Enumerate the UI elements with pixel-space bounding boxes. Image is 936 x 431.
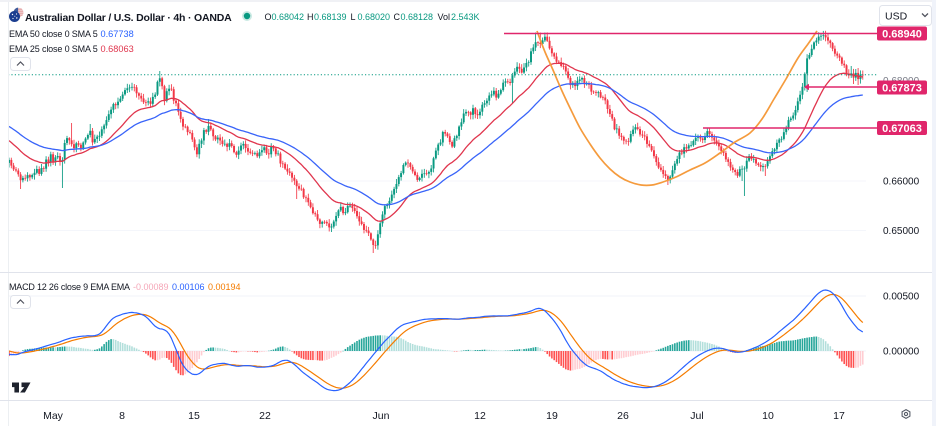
svg-text:MACD 12 26 close 9 EMA EMA: MACD 12 26 close 9 EMA EMA [9, 282, 130, 292]
svg-text:26: 26 [617, 410, 629, 422]
svg-text:0.68063: 0.68063 [101, 44, 134, 54]
svg-text:Jun: Jun [373, 410, 390, 422]
svg-text:-0.00089: -0.00089 [133, 282, 169, 292]
svg-text:0.68020: 0.68020 [358, 12, 391, 22]
svg-text:O: O [265, 12, 272, 22]
svg-text:15: 15 [188, 410, 200, 422]
svg-text:17: 17 [833, 410, 845, 422]
svg-text:2.543K: 2.543K [451, 12, 480, 22]
svg-text:Jul: Jul [690, 410, 703, 422]
svg-text:0.68042: 0.68042 [272, 12, 305, 22]
svg-text:0.68139: 0.68139 [314, 12, 347, 22]
svg-text:0.66000: 0.66000 [883, 177, 920, 188]
svg-text:0.00106: 0.00106 [172, 282, 205, 292]
svg-text:May: May [43, 410, 64, 422]
svg-text:8: 8 [119, 410, 125, 422]
svg-text:EMA 50 close 0 SMA 5: EMA 50 close 0 SMA 5 [9, 29, 98, 39]
svg-text:10: 10 [762, 410, 774, 422]
svg-text:0.67873: 0.67873 [882, 82, 922, 94]
svg-text:22: 22 [259, 410, 271, 422]
svg-text:0.00194: 0.00194 [208, 282, 241, 292]
svg-text:19: 19 [546, 410, 558, 422]
svg-text:0.67063: 0.67063 [882, 123, 922, 135]
svg-text:0.68128: 0.68128 [401, 12, 434, 22]
svg-text:Vol: Vol [438, 12, 451, 22]
svg-text:0.65000: 0.65000 [883, 226, 920, 237]
svg-text:L: L [351, 12, 356, 22]
svg-text:Australian Dollar / U.S. Dolla: Australian Dollar / U.S. Dollar · 4h · O… [25, 12, 232, 24]
svg-text:H: H [307, 12, 314, 22]
svg-text:C: C [394, 12, 401, 22]
svg-text:0.68940: 0.68940 [882, 28, 922, 40]
svg-text:12: 12 [474, 410, 486, 422]
svg-text:USD: USD [885, 11, 908, 23]
svg-text:0.67738: 0.67738 [101, 29, 134, 39]
svg-text:EMA 25 close 0 SMA 5: EMA 25 close 0 SMA 5 [9, 44, 98, 54]
svg-text:0.00000: 0.00000 [883, 347, 920, 358]
svg-text:0.00500: 0.00500 [883, 292, 920, 303]
